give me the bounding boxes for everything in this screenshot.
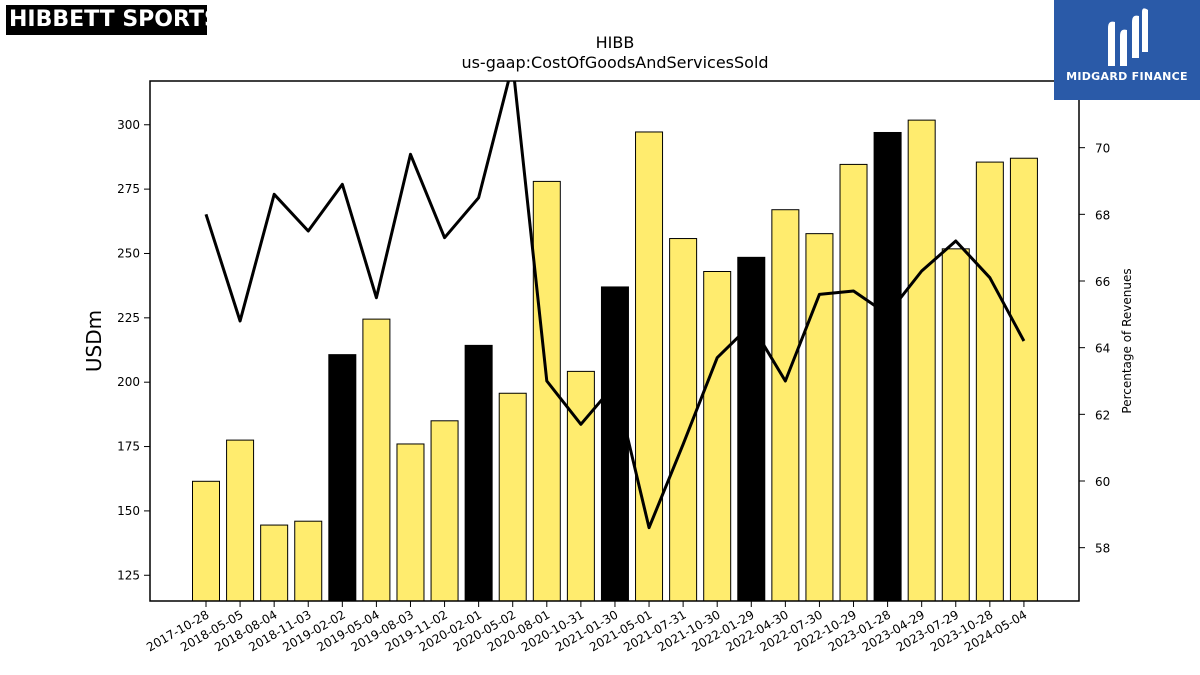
x-axis: 2017-10-282018-05-052018-08-042018-11-03… xyxy=(144,601,1029,654)
bar-2024-05-04 xyxy=(1009,157,1038,602)
y-tick-label: 300 xyxy=(117,118,140,132)
bar-2023-01-28 xyxy=(873,131,902,602)
chart-title: HIBB xyxy=(596,33,635,52)
y2-tick-label: 70 xyxy=(1095,142,1110,156)
bar-2018-11-03 xyxy=(294,520,323,602)
left-y-axis: 125 150 175 200 225 250 275 300 xyxy=(117,118,150,582)
right-y-axis: 58 60 62 64 66 68 70 xyxy=(1079,142,1110,556)
y2-tick-label: 66 xyxy=(1095,275,1110,289)
bar-2019-08-03 xyxy=(396,443,425,602)
y2-tick-label: 60 xyxy=(1095,475,1110,489)
y-tick-label: 225 xyxy=(117,311,140,325)
bar-2022-04-30 xyxy=(771,209,800,602)
bar-2023-10-28 xyxy=(975,161,1004,602)
bar-2017-10-28 xyxy=(192,480,220,602)
bar-2021-05-01 xyxy=(635,131,664,602)
bar-2020-02-01 xyxy=(464,344,493,602)
y-tick-label: 275 xyxy=(117,182,140,196)
bar-2019-02-02 xyxy=(328,354,357,602)
bar-2022-10-29 xyxy=(839,163,868,602)
finance-logo-text: MIDGARD FINANCE xyxy=(1066,70,1188,83)
y-axis-label: USDm xyxy=(82,310,106,372)
y-tick-label: 125 xyxy=(117,568,140,582)
bar-2020-10-31 xyxy=(566,370,595,602)
y-tick-label: 175 xyxy=(117,440,140,454)
midgard-emblem-icon xyxy=(1108,8,1148,67)
y-tick-label: 150 xyxy=(117,504,140,518)
hibbett-sports-logo: HIBBETT SPORTS® xyxy=(6,5,207,35)
bar-2019-11-02 xyxy=(430,420,459,602)
brand-logo-text: HIBBETT SPORTS xyxy=(9,7,207,32)
bar-2021-01-30 xyxy=(600,286,629,602)
bar-2022-01-29 xyxy=(737,256,766,602)
bar-2022-07-30 xyxy=(805,233,834,602)
bar-2018-05-05 xyxy=(226,439,255,602)
y2-tick-label: 62 xyxy=(1095,408,1110,422)
bar-2023-07-29 xyxy=(941,248,970,602)
y2-tick-label: 68 xyxy=(1095,208,1110,222)
bar-2021-10-30 xyxy=(703,270,732,602)
y2-axis-label: Percentage of Revenues xyxy=(1120,268,1134,413)
y-tick-label: 200 xyxy=(117,375,140,389)
bar-2018-08-04 xyxy=(260,524,289,602)
bar-2023-04-29 xyxy=(907,119,936,602)
midgard-finance-logo: MIDGARD FINANCE xyxy=(1054,0,1200,100)
y2-tick-label: 58 xyxy=(1095,542,1110,556)
bar-2020-05-02 xyxy=(498,392,527,602)
bar-2019-05-04 xyxy=(362,318,391,602)
percentage-line-series xyxy=(204,81,1026,530)
chart-subtitle: us-gaap:CostOfGoodsAndServicesSold xyxy=(461,53,768,72)
percentage-line xyxy=(204,81,1026,530)
bar-series xyxy=(192,119,1038,602)
y-tick-label: 250 xyxy=(117,246,140,260)
y2-tick-label: 64 xyxy=(1095,342,1110,356)
